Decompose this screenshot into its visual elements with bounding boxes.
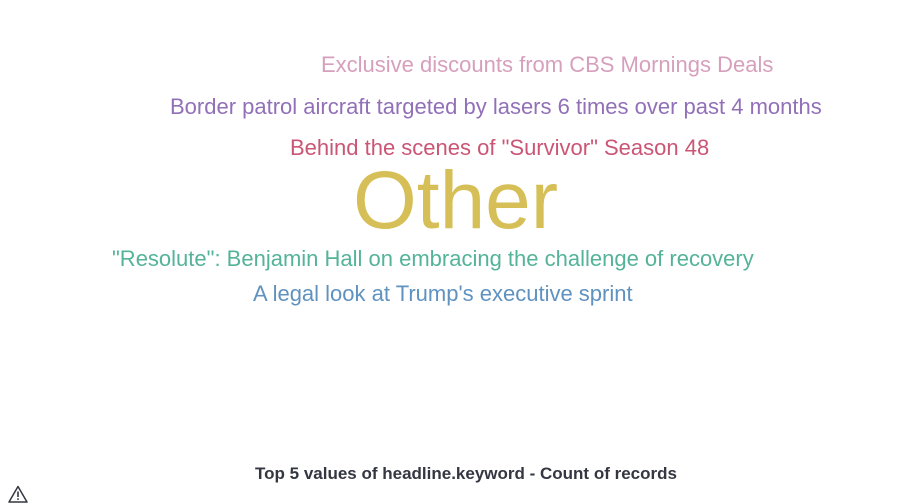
cloud-word[interactable]: A legal look at Trump's executive sprint [253, 281, 633, 306]
cloud-word[interactable]: Behind the scenes of "Survivor" Season 4… [290, 135, 710, 160]
cloud-word-other[interactable]: Other [353, 155, 559, 246]
tag-cloud: Exclusive discounts from CBS Mornings De… [112, 52, 822, 306]
cloud-word[interactable]: "Resolute": Benjamin Hall on embracing t… [112, 246, 754, 271]
warning-icon[interactable] [8, 485, 28, 503]
cloud-word[interactable]: Exclusive discounts from CBS Mornings De… [321, 52, 774, 77]
chart-title: Top 5 values of headline.keyword - Count… [255, 464, 677, 483]
cloud-word[interactable]: Border patrol aircraft targeted by laser… [170, 94, 822, 119]
